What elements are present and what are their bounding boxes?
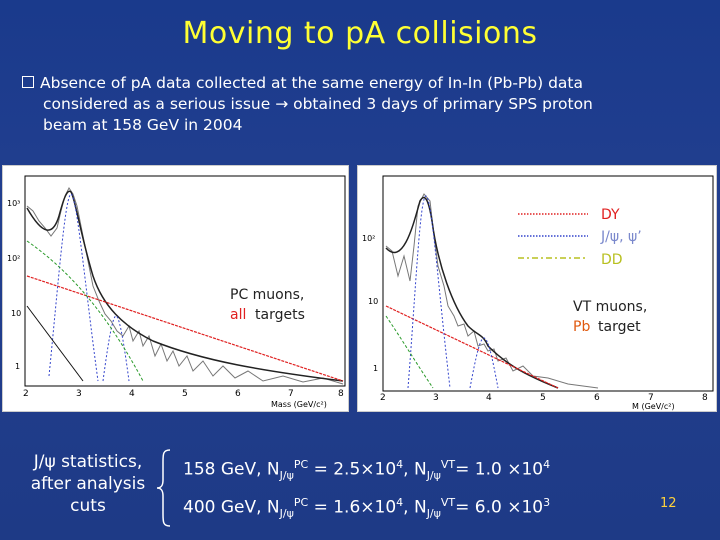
right-dy-curve [385,305,559,389]
stats-row-400: 400 GeV, NJ/ψPC = 1.6×104, NJ/ψVT= 6.0 ×… [183,496,551,521]
right-psiprime-curve [469,337,499,389]
left-data-histogram [26,187,344,385]
right-spectrum-plot: 10² 10 1 2 3 4 5 6 7 8 M (GeV/c²) DY J/ψ… [357,165,717,412]
slide-title: Moving to pA collisions [182,16,538,51]
left-label-all: all [230,307,246,323]
right-xaxis-label: M (GeV/c²) [632,402,675,411]
left-label-targets: targets [255,307,305,323]
legend-jpsi-label: J/ψ, ψ’ [600,229,642,245]
stats-label-line2: after analysis [30,474,146,494]
left-dd-curve [26,240,144,382]
left-ytick-2: 10 [11,309,21,318]
right-dd-curve [385,315,434,389]
right-xtick-0: 2 [380,393,386,403]
right-xtick-5: 7 [648,393,654,403]
bullet-text: Absence of pA data collected at the same… [22,73,712,136]
left-xtick-4: 6 [235,389,241,399]
left-plot-frame [24,175,346,387]
legend-dd-label: DD [601,252,623,268]
left-xtick-2: 4 [129,389,135,399]
left-ytick-0: 10³ [7,199,20,208]
right-xtick-3: 5 [540,393,546,403]
bullet-line-3: beam at 158 GeV in 2004 [43,116,243,134]
right-xtick-6: 8 [702,393,708,403]
left-psiprime-curve [102,315,130,382]
left-ytick-1: 10² [7,254,20,263]
left-label-line1: PC muons, [230,287,304,303]
left-spectrum-plot: 10³ 10² 10 1 2 3 4 5 6 7 8 Mass (GeV/c²)… [2,165,349,412]
right-plot-frame [382,175,714,392]
right-xtick-1: 3 [433,393,439,403]
bullet-line-2: considered as a serious issue → obtained… [43,95,593,113]
left-xtick-3: 5 [182,389,188,399]
curly-brace-icon [156,449,171,527]
stats-label-line1: J/ψ statistics, [33,452,143,472]
right-jpsi-curve [407,195,451,389]
legend-dy-label: DY [601,207,620,223]
right-label-target: target [598,319,641,335]
bullet-line-1: Absence of pA data collected at the same… [40,74,584,92]
right-plot-svg: 10² 10 1 2 3 4 5 6 7 8 M (GeV/c²) DY J/ψ… [362,175,714,411]
right-label-pb: Pb [573,319,590,335]
page-number: 12 [660,496,677,511]
right-ytick-0: 10² [362,234,375,243]
left-ytick-3: 1 [15,362,20,371]
stats-row-158: 158 GeV, NJ/ψPC = 2.5×104, NJ/ψVT= 1.0 ×… [183,458,551,483]
stats-label: J/ψ statistics, after analysis cuts [18,451,158,517]
left-total-fit [26,190,344,382]
right-ytick-1: 10 [368,297,378,306]
left-bkg-curve [26,305,84,382]
stats-label-line3: cuts [70,496,106,516]
left-xaxis-label: Mass (GeV/c²) [271,400,327,409]
right-total-fit [385,196,559,389]
left-xtick-0: 2 [23,389,29,399]
right-data-histogram [385,193,599,389]
right-xtick-4: 6 [594,393,600,403]
left-xtick-5: 7 [288,389,294,399]
left-plot-svg: 10³ 10² 10 1 2 3 4 5 6 7 8 Mass (GeV/c²)… [7,175,346,409]
left-dy-curve [26,275,344,382]
left-xtick-6: 8 [338,389,344,399]
right-xtick-2: 4 [486,393,492,403]
checkbox-bullet-icon [22,76,34,88]
right-label-line1: VT muons, [573,299,647,315]
left-xtick-1: 3 [76,389,82,399]
right-ytick-2: 1 [373,364,378,373]
